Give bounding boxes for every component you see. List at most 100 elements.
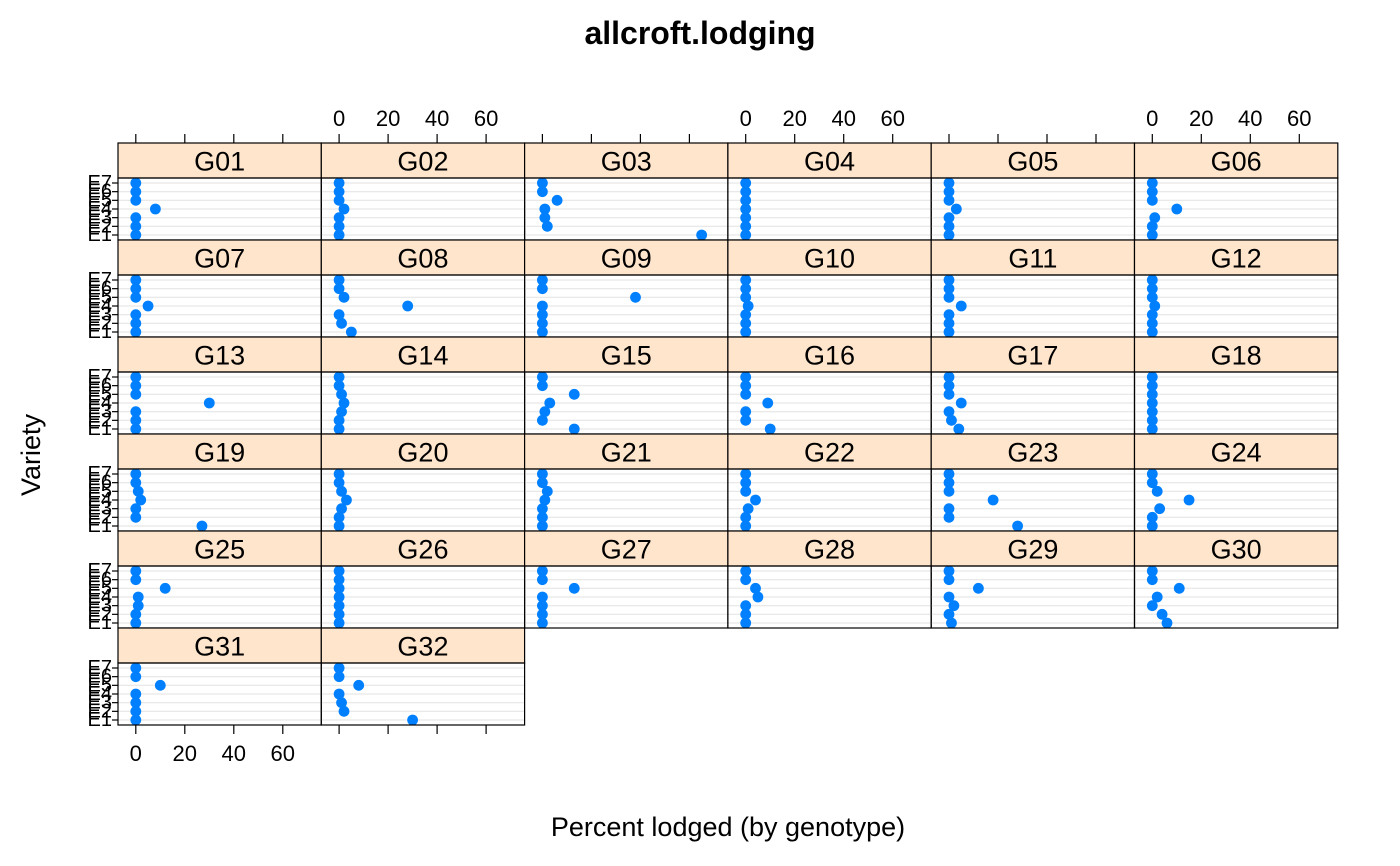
y-tick-label: E7 bbox=[88, 172, 112, 194]
strip-g15 bbox=[523, 336, 729, 373]
data-point-g32-e5 bbox=[353, 679, 365, 691]
chart-title: allcroft.lodging bbox=[584, 15, 815, 51]
bottom-axis-col-2 bbox=[338, 725, 487, 734]
strip-label: G30 bbox=[1211, 535, 1262, 565]
x-tick-label: 60 bbox=[1287, 106, 1311, 131]
data-point-g15-e6 bbox=[537, 380, 548, 392]
data-point-g27-e7 bbox=[537, 565, 548, 577]
data-point-g07-e4 bbox=[142, 300, 154, 312]
data-point-g17-e2 bbox=[946, 414, 957, 426]
panel-g04: G04 bbox=[727, 142, 932, 241]
panel-g11: G11 bbox=[930, 239, 1136, 338]
data-point-g14-e7 bbox=[333, 371, 345, 383]
strip-label: G02 bbox=[397, 147, 448, 177]
strip-g22 bbox=[727, 433, 932, 470]
data-point-g29-e7 bbox=[943, 565, 955, 577]
data-point-g20-e3 bbox=[336, 503, 347, 515]
data-point-g02-e1 bbox=[333, 229, 345, 241]
data-point-g03-e1 bbox=[696, 229, 708, 241]
data-point-g21-e6 bbox=[537, 477, 548, 489]
data-point-g20-e4 bbox=[341, 494, 352, 506]
data-point-g04-e3 bbox=[740, 212, 752, 224]
data-point-g28-e2 bbox=[740, 608, 752, 620]
data-point-g25-e1 bbox=[130, 617, 142, 629]
strip-label: G15 bbox=[601, 341, 652, 371]
data-point-g07-e2 bbox=[130, 317, 142, 329]
data-point-g25-e3 bbox=[132, 600, 144, 612]
data-point-g21-e5 bbox=[541, 485, 553, 497]
strip-label: G27 bbox=[601, 535, 652, 565]
data-point-g15-e5 bbox=[568, 388, 580, 400]
data-point-g25-e6 bbox=[130, 574, 142, 586]
data-point-g23-e6 bbox=[943, 477, 955, 489]
data-point-g23-e5 bbox=[943, 485, 955, 497]
x-tick-label: 40 bbox=[1238, 106, 1262, 131]
x-tick-label: 60 bbox=[474, 106, 498, 131]
y-tick-label: E5 bbox=[88, 189, 112, 211]
panel-g20: G20 bbox=[320, 433, 526, 532]
data-point-g30-e3 bbox=[1146, 600, 1158, 612]
data-point-g22-e3 bbox=[742, 503, 754, 515]
panel-g26: G26 bbox=[320, 530, 526, 629]
data-point-g26-e3 bbox=[333, 600, 345, 612]
y-axis-label: Variety bbox=[16, 413, 46, 496]
data-point-g21-e1 bbox=[537, 520, 548, 532]
strip-g29 bbox=[930, 530, 1136, 567]
data-point-g03-e6 bbox=[537, 186, 548, 198]
data-point-g01-e1 bbox=[130, 229, 142, 241]
y-tick-label: E1 bbox=[88, 418, 112, 440]
y-tick-label: E5 bbox=[88, 674, 112, 696]
y-tick-label: E2 bbox=[88, 409, 112, 431]
data-point-g18-e6 bbox=[1146, 380, 1158, 392]
y-tick-label: E7 bbox=[88, 560, 112, 582]
data-point-g12-e3 bbox=[1146, 309, 1158, 321]
data-point-g01-e3 bbox=[130, 212, 142, 224]
y-tick-label: E6 bbox=[88, 278, 112, 300]
data-point-g12-e5 bbox=[1146, 291, 1158, 303]
x-tick-label: 0 bbox=[740, 106, 752, 131]
data-point-g16-e3 bbox=[740, 406, 752, 418]
y-tick-label: E4 bbox=[88, 392, 112, 414]
data-point-g21-e2 bbox=[537, 511, 548, 523]
data-point-g14-e2 bbox=[333, 414, 345, 426]
strip-g18 bbox=[1133, 336, 1339, 373]
data-point-g26-e5 bbox=[333, 582, 345, 594]
data-point-g05-e4 bbox=[950, 203, 962, 215]
data-point-g28-e3 bbox=[740, 600, 752, 612]
data-point-g22-e2 bbox=[740, 511, 752, 523]
strip-g19 bbox=[117, 433, 322, 470]
data-point-g25-e7 bbox=[130, 565, 142, 577]
data-point-g05-e2 bbox=[943, 220, 955, 232]
data-point-g12-e1 bbox=[1146, 326, 1158, 338]
panel-g24: G24 bbox=[1133, 433, 1339, 532]
strip-label: G10 bbox=[804, 244, 855, 274]
y-tick-label: E4 bbox=[88, 586, 112, 608]
y-tick-label: E1 bbox=[88, 709, 112, 731]
data-point-g10-e6 bbox=[740, 283, 752, 295]
panel-g15: G15 bbox=[523, 336, 729, 435]
data-point-g23-e7 bbox=[943, 468, 955, 480]
data-point-g03-e3 bbox=[539, 212, 551, 224]
data-point-g24-e4 bbox=[1183, 494, 1195, 506]
data-point-g26-e4 bbox=[333, 591, 345, 603]
y-tick-label: E3 bbox=[88, 692, 112, 714]
strip-label: G21 bbox=[601, 438, 652, 468]
y-tick-label: E3 bbox=[88, 207, 112, 229]
data-point-g22-e5 bbox=[740, 485, 752, 497]
x-tick-label: 40 bbox=[222, 741, 246, 766]
x-tick-label: 40 bbox=[425, 106, 449, 131]
data-point-g29-e6 bbox=[943, 574, 955, 586]
data-point-g31-e6 bbox=[130, 671, 142, 683]
data-point-g04-e6 bbox=[740, 186, 752, 198]
y-tick-label: E7 bbox=[88, 366, 112, 388]
data-point-g23-e1 bbox=[1012, 520, 1023, 532]
strip-label: G19 bbox=[194, 438, 245, 468]
data-point-g10-e1 bbox=[740, 326, 752, 338]
data-point-g17-e1 bbox=[953, 423, 965, 435]
data-point-g24-e7 bbox=[1146, 468, 1158, 480]
x-tick-label: 20 bbox=[782, 106, 806, 131]
data-point-g16-e4 bbox=[762, 397, 774, 409]
data-point-g17-e4 bbox=[955, 397, 967, 409]
